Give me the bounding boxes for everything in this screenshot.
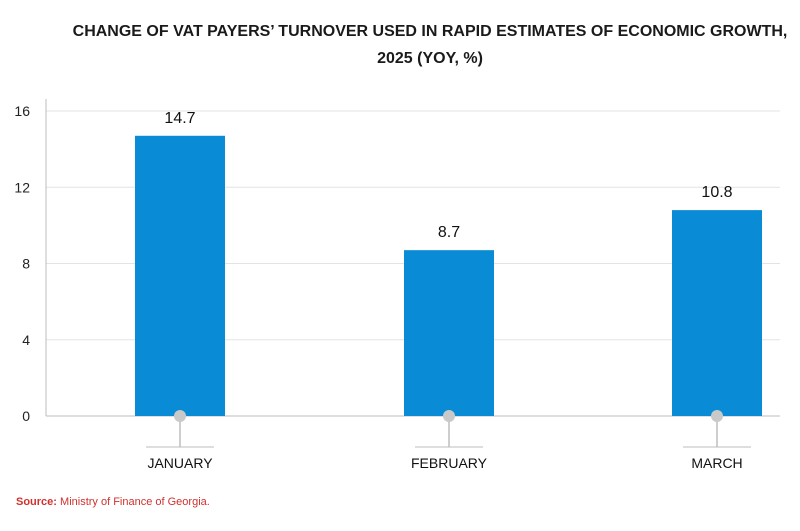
x-tick-marker <box>711 410 723 422</box>
y-tick-label: 8 <box>22 256 30 272</box>
y-tick-label: 16 <box>14 103 30 119</box>
data-label: 8.7 <box>438 224 460 241</box>
y-tick-label: 4 <box>22 332 30 348</box>
x-tick-label: FEBRUARY <box>411 455 488 471</box>
x-tick-label: MARCH <box>691 455 742 471</box>
bar <box>404 250 494 416</box>
bar <box>135 135 225 416</box>
x-tick-marker <box>174 410 186 422</box>
chart-title-line-2: 2025 (YOY, %) <box>377 50 483 67</box>
source-note: Source: Ministry of Finance of Georgia. <box>16 496 210 508</box>
x-tick-marker <box>443 410 455 422</box>
y-tick-label: 12 <box>14 179 30 195</box>
chart-title-line-1: CHANGE OF VAT PAYERS’ TURNOVER USED IN R… <box>72 23 788 40</box>
y-tick-label: 0 <box>22 408 30 424</box>
chart-title: CHANGE OF VAT PAYERS’ TURNOVER USED IN R… <box>60 18 800 72</box>
bar <box>672 210 762 416</box>
x-tick-label: JANUARY <box>147 455 213 471</box>
source-text: Ministry of Finance of Georgia. <box>60 496 210 508</box>
data-label: 10.8 <box>701 184 732 201</box>
source-label: Source: <box>16 496 57 508</box>
data-label: 14.7 <box>164 110 195 127</box>
